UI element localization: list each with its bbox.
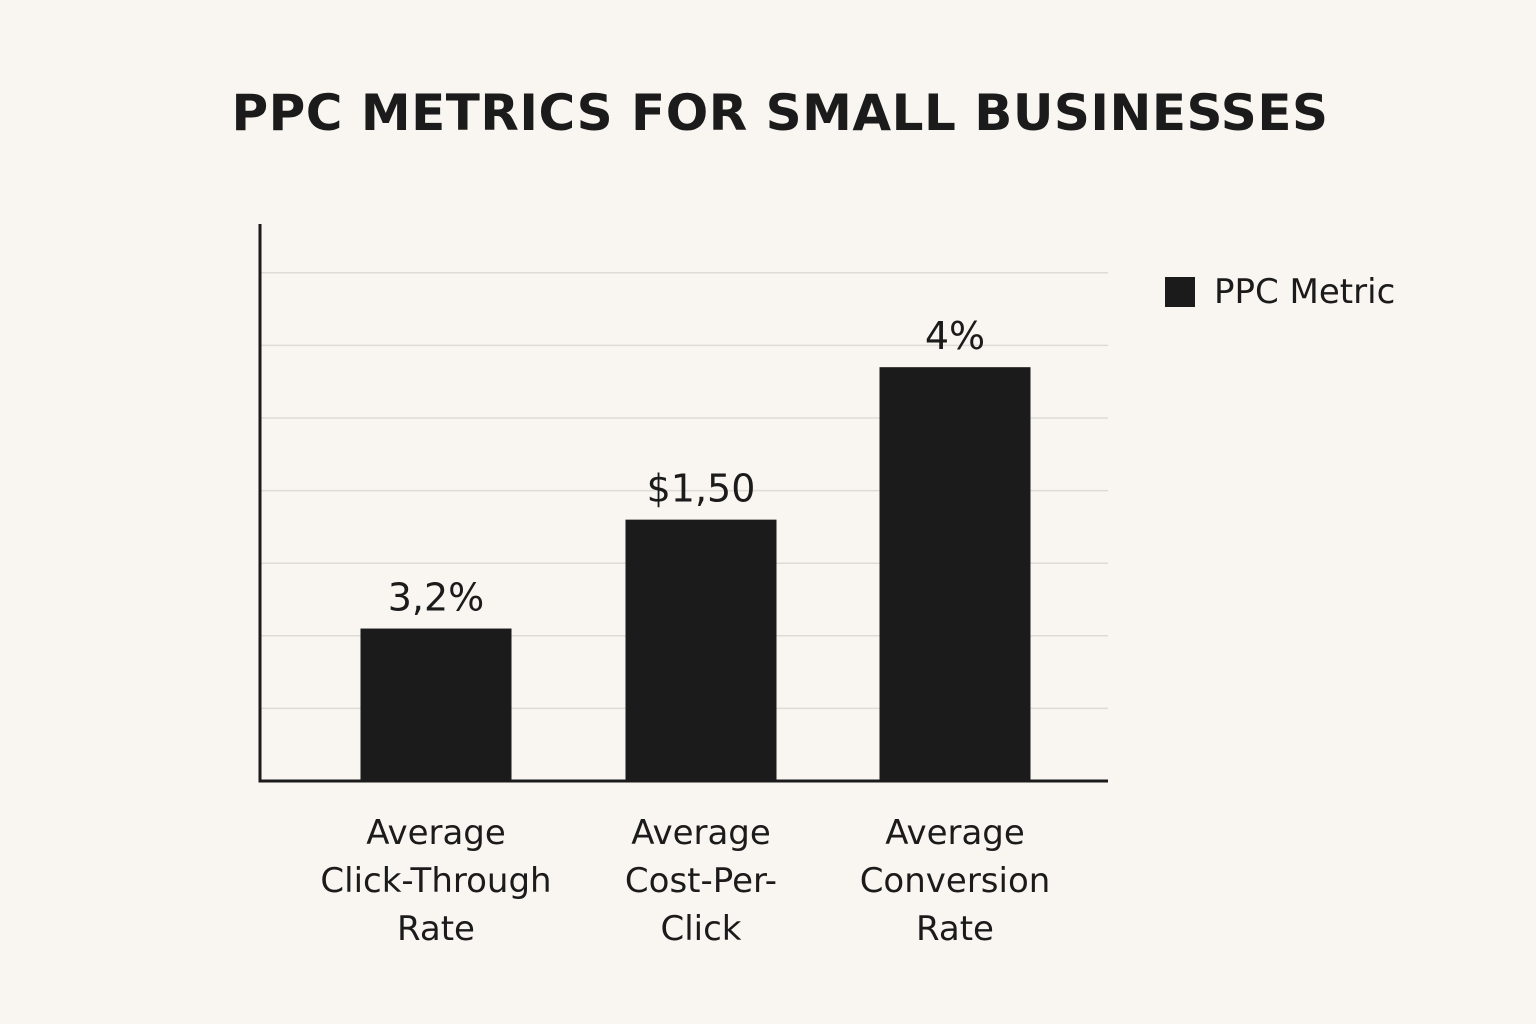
x-tick-label-line: Conversion bbox=[860, 861, 1051, 901]
legend-swatch bbox=[1165, 277, 1195, 307]
legend-label: PPC Metric bbox=[1214, 272, 1395, 312]
x-tick-label-line: Average bbox=[366, 813, 506, 853]
bars bbox=[360, 367, 1031, 781]
bar bbox=[879, 367, 1031, 781]
bar bbox=[625, 519, 777, 781]
x-tick-label-line: Rate bbox=[916, 909, 994, 949]
value-labels: 3,2% $1,50 4% bbox=[388, 314, 985, 619]
x-tick-label-line: Average bbox=[631, 813, 771, 853]
bar bbox=[360, 628, 512, 781]
x-tick-label-line: Click-Through bbox=[320, 861, 551, 901]
data-label: 4% bbox=[925, 314, 985, 358]
x-tick-label: Average Click-Through Rate bbox=[320, 813, 551, 949]
data-label: 3,2% bbox=[388, 576, 485, 620]
axes bbox=[258, 224, 1108, 783]
x-tick-label: Average Cost-Per- Click bbox=[625, 813, 777, 949]
chart-title: PPC METRICS FOR SMALL BUSINESSES bbox=[231, 84, 1329, 142]
x-tick-label-line: Average bbox=[885, 813, 1025, 853]
data-label: $1,50 bbox=[647, 467, 756, 511]
x-tick-label-line: Click bbox=[660, 909, 741, 949]
x-tick-labels: Average Click-Through Rate Average Cost-Per-… bbox=[320, 813, 1050, 949]
legend: PPC Metric bbox=[1165, 272, 1395, 312]
x-tick-label-line: Cost-Per- bbox=[625, 861, 777, 901]
x-tick-label: Average Conversion Rate bbox=[860, 813, 1051, 949]
x-tick-label-line: Rate bbox=[397, 909, 475, 949]
